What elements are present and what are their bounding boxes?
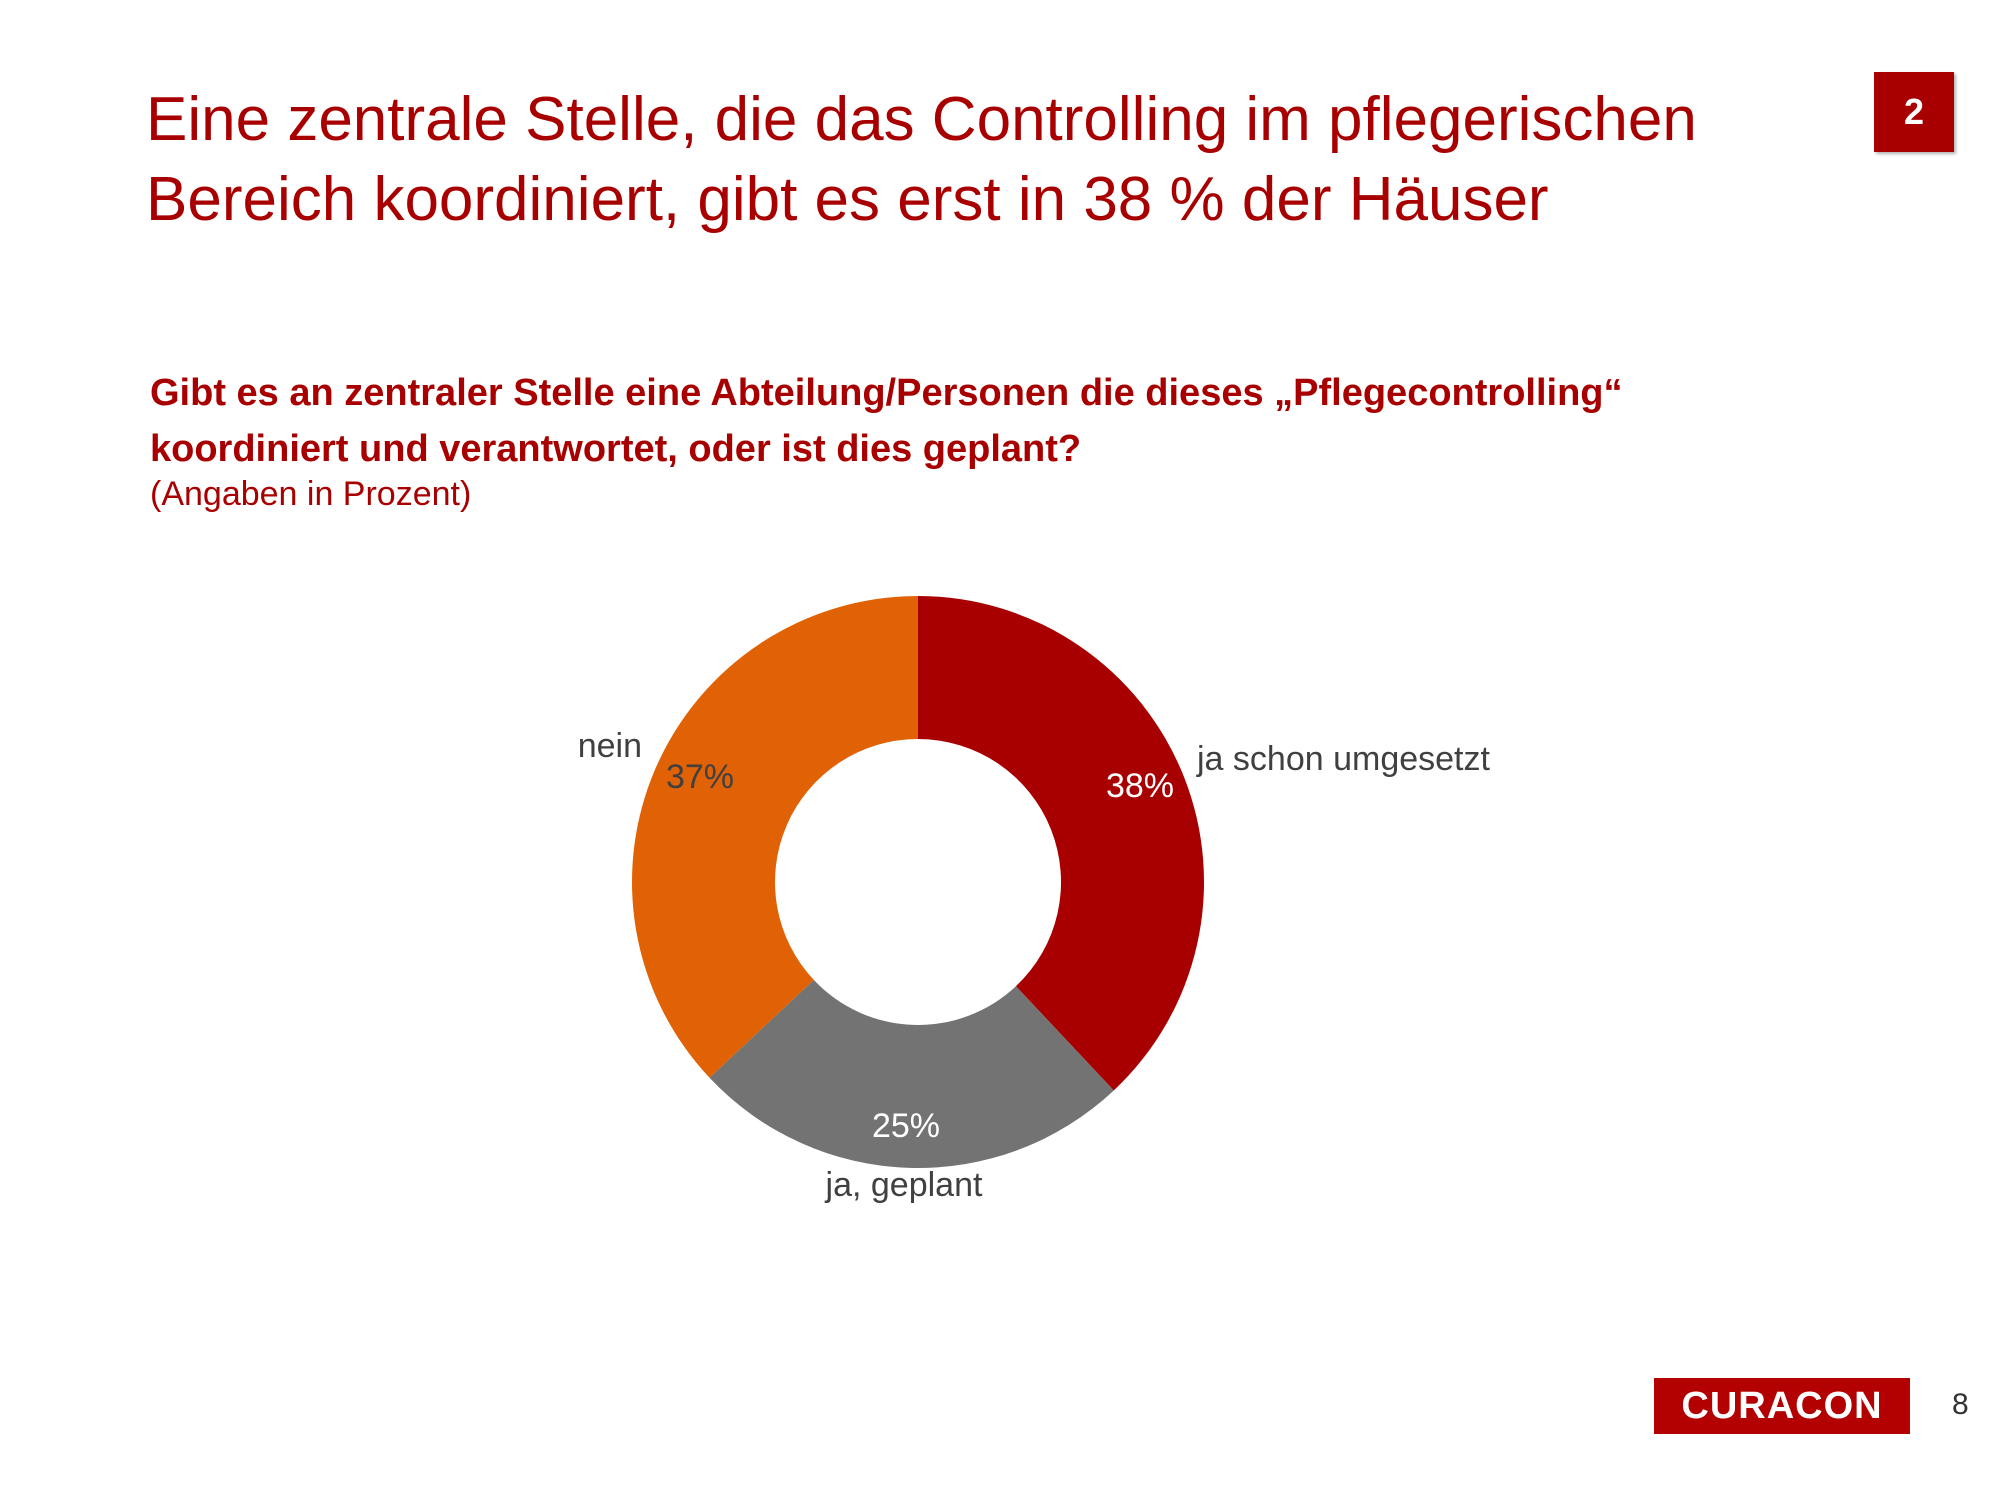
slice-ja-schon-umgesetzt	[918, 596, 1204, 1091]
category-label-0: ja schon umgesetzt	[1196, 740, 1490, 778]
page-number: 8	[1952, 1388, 1969, 1421]
headline-line-1: Eine zentrale Stelle, die das Controllin…	[146, 85, 1697, 154]
question: Gibt es an zentraler Stelle eine Abteilu…	[150, 365, 1900, 477]
category-label-2: nein	[578, 727, 642, 765]
value-label-1: 25%	[872, 1107, 940, 1145]
slice-ja-geplant	[709, 979, 1114, 1168]
slice-nein	[631, 596, 918, 1078]
category-label-1: ja, geplant	[825, 1166, 983, 1204]
question-line-2: koordiniert und verantwortet, oder ist d…	[150, 428, 1082, 470]
headline: Eine zentrale Stelle, die das Controllin…	[146, 80, 1846, 240]
value-label-0: 38%	[1106, 767, 1174, 805]
unit-note: (Angaben in Prozent)	[150, 475, 472, 513]
headline-line-2: Bereich koordiniert, gibt es erst in 38 …	[146, 165, 1549, 234]
chapter-badge: 2	[1874, 72, 1954, 152]
value-label-2: 37%	[666, 758, 734, 796]
curacon-logo: CURACON	[1654, 1378, 1910, 1434]
question-line-1: Gibt es an zentraler Stelle eine Abteilu…	[150, 372, 1623, 414]
